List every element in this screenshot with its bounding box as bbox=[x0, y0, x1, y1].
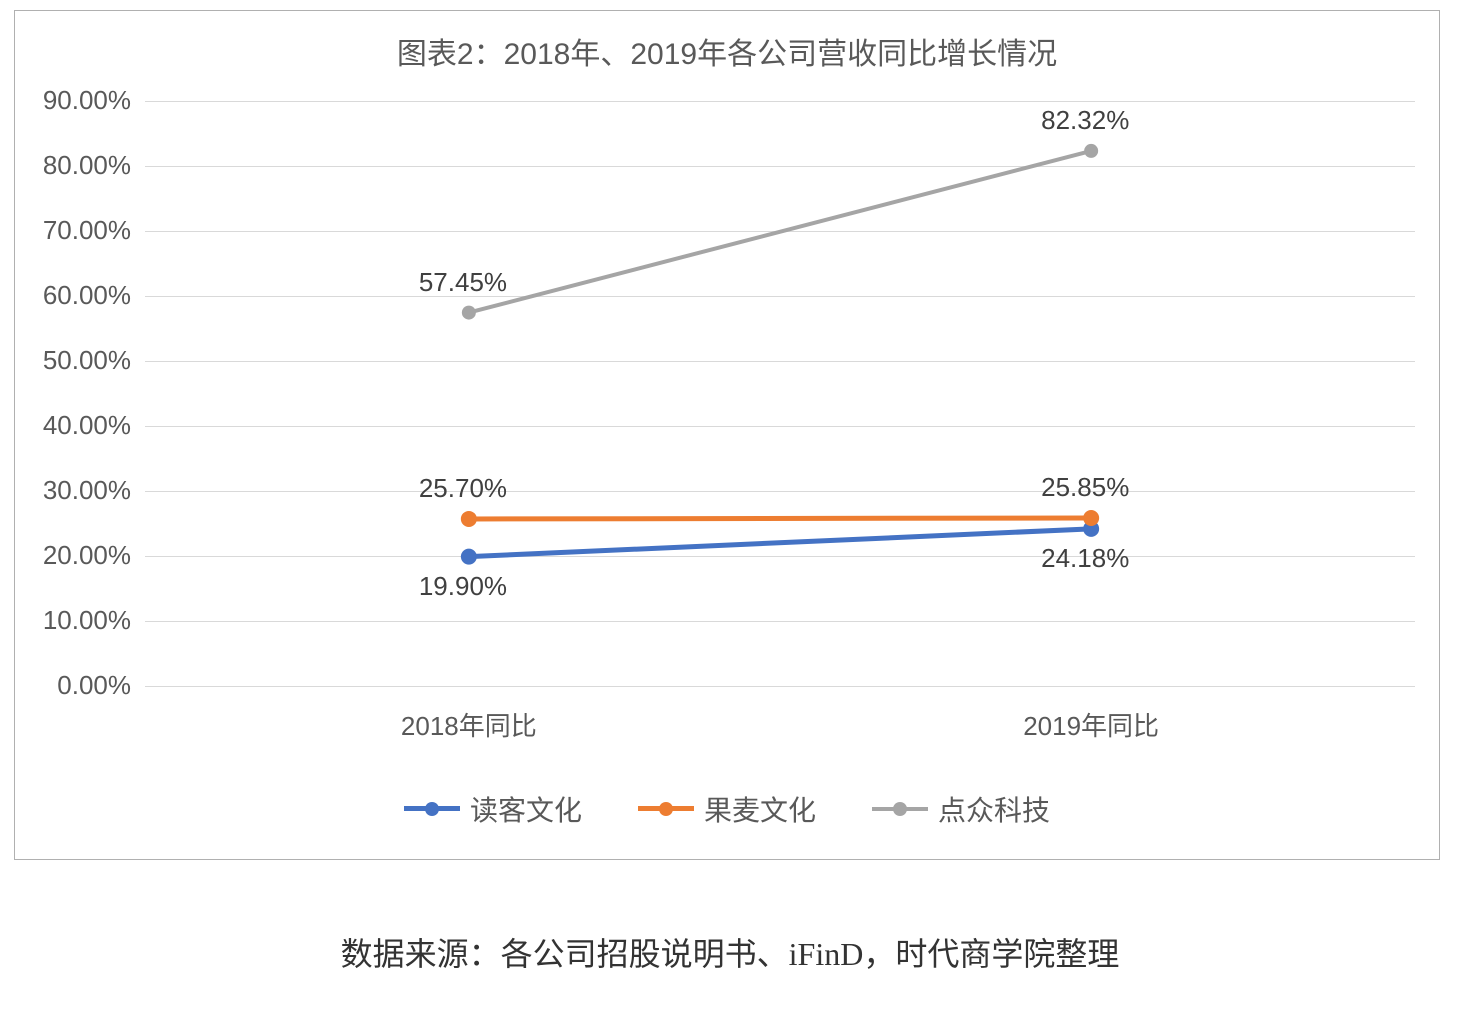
data-label: 24.18% bbox=[1041, 543, 1129, 574]
series-line bbox=[469, 529, 1091, 557]
chart-container: 图表2：2018年、2019年各公司营收同比增长情况 0.00% 10.00% 20… bbox=[14, 10, 1440, 860]
legend-item: 读客文化 bbox=[404, 789, 582, 829]
x-tick-label: 2018年同比 bbox=[379, 706, 559, 743]
data-label: 25.70% bbox=[419, 473, 507, 504]
legend-item: 果麦文化 bbox=[638, 789, 816, 829]
y-tick-label: 70.00% bbox=[21, 215, 131, 246]
series-marker bbox=[461, 549, 477, 565]
data-label: 82.32% bbox=[1041, 105, 1129, 136]
legend-line-icon bbox=[638, 806, 694, 811]
y-tick-label: 50.00% bbox=[21, 345, 131, 376]
legend-line-icon bbox=[872, 807, 928, 811]
gridline bbox=[145, 686, 1415, 687]
chart-plot-svg bbox=[145, 101, 1415, 686]
y-tick-label: 40.00% bbox=[21, 410, 131, 441]
series-marker bbox=[461, 511, 477, 527]
series-line bbox=[469, 518, 1091, 519]
source-text: 数据来源：各公司招股说明书、iFinD，时代商学院整理 bbox=[0, 929, 1460, 975]
data-label: 57.45% bbox=[419, 267, 507, 298]
legend-marker-icon bbox=[659, 802, 673, 816]
y-tick-label: 20.00% bbox=[21, 540, 131, 571]
legend-line-icon bbox=[404, 806, 460, 811]
series-line bbox=[469, 151, 1091, 313]
legend-item: 点众科技 bbox=[872, 789, 1050, 829]
series-marker bbox=[1084, 144, 1098, 158]
legend-marker-icon bbox=[893, 802, 907, 816]
legend-label: 果麦文化 bbox=[704, 789, 816, 829]
legend: 读客文化 果麦文化 点众科技 bbox=[15, 786, 1439, 829]
y-tick-label: 80.00% bbox=[21, 150, 131, 181]
y-tick-label: 90.00% bbox=[21, 85, 131, 116]
legend-marker-icon bbox=[425, 802, 439, 816]
series-marker bbox=[1083, 510, 1099, 526]
data-label: 19.90% bbox=[419, 571, 507, 602]
y-tick-label: 30.00% bbox=[21, 475, 131, 506]
x-tick-label: 2019年同比 bbox=[1001, 706, 1181, 743]
legend-label: 点众科技 bbox=[938, 789, 1050, 829]
y-tick-label: 0.00% bbox=[21, 670, 131, 701]
data-label: 25.85% bbox=[1041, 472, 1129, 503]
y-tick-label: 10.00% bbox=[21, 605, 131, 636]
legend-label: 读客文化 bbox=[470, 789, 582, 829]
series-marker bbox=[462, 306, 476, 320]
chart-title: 图表2：2018年、2019年各公司营收同比增长情况 bbox=[15, 11, 1439, 73]
y-tick-label: 60.00% bbox=[21, 280, 131, 311]
